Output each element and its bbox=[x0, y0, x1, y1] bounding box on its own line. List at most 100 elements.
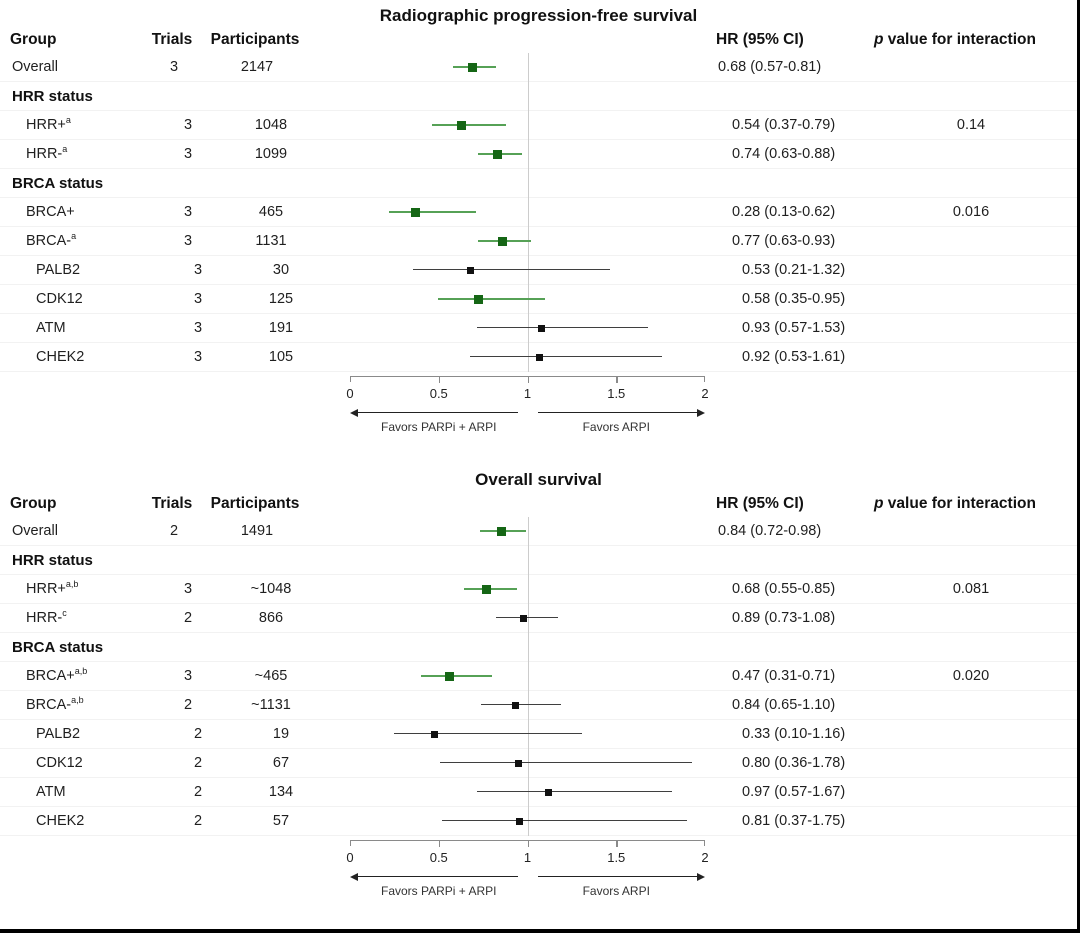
favors-right-arrow-line bbox=[537, 876, 699, 877]
axis-tick bbox=[527, 376, 529, 383]
axis-tick bbox=[438, 840, 441, 847]
confidence-interval-line bbox=[477, 791, 673, 792]
row-group-label: CHEK2 bbox=[36, 349, 85, 365]
row-hr-ci-text: 0.74 (0.63-0.88) bbox=[732, 146, 836, 162]
forest-row: HRR-c 2 866 0.89 (0.73-1.08) bbox=[0, 604, 1077, 633]
row-trials-value: 3 bbox=[183, 204, 193, 220]
favors-left-label: Favors PARPi + ARPI bbox=[381, 884, 497, 898]
forest-rows: Overall 2 1491 0.84 (0.72-0.98) HRR status HR… bbox=[0, 517, 1077, 836]
footnote-superscript: a,b bbox=[65, 579, 79, 590]
row-group-label: ATM bbox=[36, 320, 66, 336]
row-participants-value: 866 bbox=[258, 610, 284, 626]
point-estimate-marker bbox=[457, 120, 467, 130]
row-hr-ci-text: 0.89 (0.73-1.08) bbox=[732, 610, 836, 626]
axis-tick bbox=[438, 376, 441, 383]
row-plot-cell bbox=[336, 807, 736, 835]
point-estimate-marker bbox=[537, 324, 545, 332]
column-header-pvalue: p value for interaction bbox=[874, 30, 1036, 48]
confidence-interval-line bbox=[470, 356, 662, 357]
favors-right-arrowhead-icon bbox=[697, 408, 705, 417]
row-hr-ci-text: 0.53 (0.21-1.32) bbox=[742, 262, 846, 278]
row-trials-value: 2 bbox=[193, 755, 203, 771]
forest-rows: Overall 3 2147 0.68 (0.57-0.81) HRR status HR… bbox=[0, 53, 1077, 372]
point-estimate-marker bbox=[520, 614, 528, 622]
row-participants-value: 1491 bbox=[240, 523, 274, 539]
axis-tick-label: 1.5 bbox=[607, 850, 626, 865]
row-trials-value: 3 bbox=[183, 146, 193, 162]
forest-row: HRR-a 3 1099 0.74 (0.63-0.88) bbox=[0, 140, 1077, 169]
column-header-row: Group Trials Participants HR (95% CI) p valu… bbox=[0, 490, 1077, 517]
row-participants-value: 19 bbox=[272, 726, 290, 742]
favors-right-arrowhead-icon bbox=[697, 872, 705, 881]
forest-row: PALB2 3 30 0.53 (0.21-1.32) bbox=[0, 256, 1077, 285]
forest-row: Overall 2 1491 0.84 (0.72-0.98) bbox=[0, 517, 1077, 546]
row-p-value: 0.081 bbox=[952, 581, 990, 597]
row-participants-value: 1131 bbox=[255, 233, 287, 249]
axis-tick-label: 1.5 bbox=[607, 386, 626, 401]
forest-row: BRCA+a,b 3 ~465 0.47 (0.31-0.71) 0.020 bbox=[0, 662, 1077, 691]
row-trials-value: 2 bbox=[193, 726, 203, 742]
axis-tick-label: 0 bbox=[346, 386, 354, 401]
row-group-label: HRR-a bbox=[26, 144, 68, 162]
row-p-value: 0.14 bbox=[956, 117, 986, 133]
section-row: BRCA status bbox=[0, 633, 1077, 662]
row-hr-ci-text: 0.33 (0.10-1.16) bbox=[742, 726, 846, 742]
row-hr-ci-text: 0.77 (0.63-0.93) bbox=[732, 233, 836, 249]
row-trials-value: 2 bbox=[193, 784, 203, 800]
row-trials-value: 3 bbox=[183, 233, 193, 249]
footnote-superscript: a,b bbox=[74, 666, 88, 677]
os-forest-plot: Overall survival Group Trials Participants H… bbox=[0, 470, 1077, 908]
row-plot-cell bbox=[336, 285, 736, 313]
confidence-interval-line bbox=[438, 298, 545, 300]
column-header-trials: Trials bbox=[151, 494, 193, 512]
forest-row: BRCA-a 3 1131 0.77 (0.63-0.93) bbox=[0, 227, 1077, 256]
row-trials-value: 3 bbox=[169, 59, 179, 75]
column-header-hr: HR (95% CI) bbox=[716, 494, 804, 512]
row-hr-ci-text: 0.97 (0.57-1.67) bbox=[742, 784, 846, 800]
section-label: HRR status bbox=[12, 551, 93, 569]
favors-right-arrow-line bbox=[537, 412, 699, 413]
row-plot-cell bbox=[312, 517, 712, 545]
row-group-label: PALB2 bbox=[36, 726, 81, 742]
row-group-label: BRCA+ bbox=[26, 204, 75, 220]
row-hr-ci-text: 0.80 (0.36-1.78) bbox=[742, 755, 846, 771]
row-trials-value: 2 bbox=[169, 523, 179, 539]
column-header-hr: HR (95% CI) bbox=[716, 30, 804, 48]
row-hr-ci-text: 0.54 (0.37-0.79) bbox=[732, 117, 836, 133]
row-participants-value: ~1048 bbox=[250, 581, 292, 597]
row-group-label: BRCA-a,b bbox=[26, 695, 84, 713]
confidence-interval-line bbox=[413, 269, 611, 270]
row-plot-cell bbox=[312, 53, 712, 81]
row-group-label: HRR+a,b bbox=[26, 579, 79, 597]
footnote-superscript: a bbox=[62, 144, 68, 155]
section-row: HRR status bbox=[0, 82, 1077, 111]
row-group-label: Overall bbox=[12, 523, 58, 539]
favors-left-label: Favors PARPi + ARPI bbox=[381, 420, 497, 434]
section-label: BRCA status bbox=[12, 638, 104, 656]
forest-row: Overall 3 2147 0.68 (0.57-0.81) bbox=[0, 53, 1077, 82]
row-group-label: HRR-c bbox=[26, 608, 67, 626]
row-participants-value: 134 bbox=[268, 784, 294, 800]
favors-right-label: Favors ARPI bbox=[582, 420, 650, 434]
row-group-label: HRR+a bbox=[26, 115, 71, 133]
favors-left-arrowhead-icon bbox=[350, 872, 358, 881]
x-axis: 0 0.5 1 1.5 2 Favors PARPi + ARPI Favors ARPI bbox=[0, 836, 1077, 908]
row-plot-cell bbox=[336, 256, 736, 284]
forest-row: HRR+a,b 3 ~1048 0.68 (0.55-0.85) 0.081 bbox=[0, 575, 1077, 604]
row-hr-ci-text: 0.58 (0.35-0.95) bbox=[742, 291, 846, 307]
axis-tick-label: 1 bbox=[523, 850, 532, 865]
row-trials-value: 2 bbox=[183, 610, 193, 626]
axis-tick-label: 0 bbox=[346, 850, 354, 865]
p-italic-letter: p bbox=[874, 30, 884, 48]
row-plot-cell bbox=[336, 343, 736, 371]
point-estimate-marker bbox=[411, 207, 421, 217]
x-axis: 0 0.5 1 1.5 2 Favors PARPi + ARPI Favors ARPI bbox=[0, 372, 1077, 444]
row-hr-ci-text: 0.68 (0.57-0.81) bbox=[718, 59, 822, 75]
footnote-superscript: c bbox=[62, 608, 67, 619]
row-hr-ci-text: 0.28 (0.13-0.62) bbox=[732, 204, 836, 220]
favors-left-arrow-line bbox=[356, 876, 518, 877]
row-participants-value: 125 bbox=[268, 291, 294, 307]
axis-tick-label: 0.5 bbox=[429, 386, 448, 401]
row-plot-cell bbox=[326, 691, 726, 719]
confidence-interval-line bbox=[441, 820, 687, 821]
